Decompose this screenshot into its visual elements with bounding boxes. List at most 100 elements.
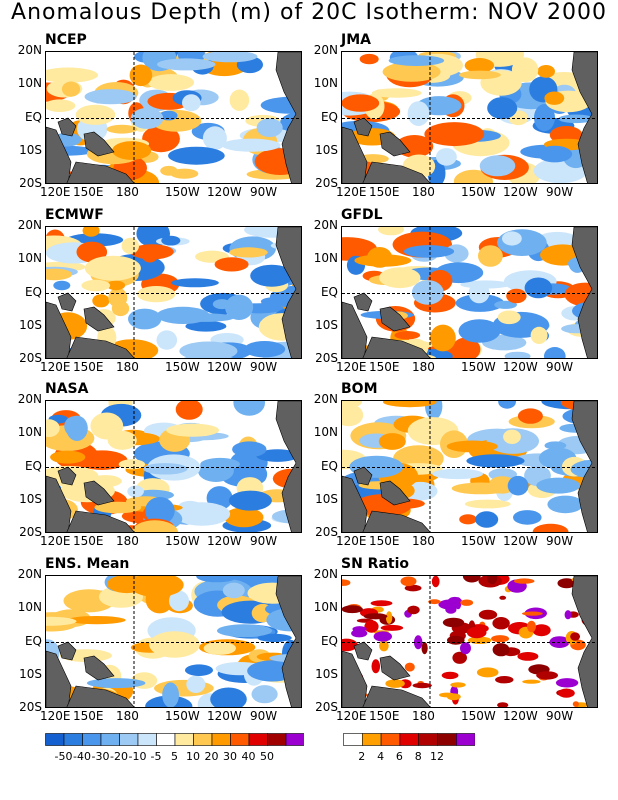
field-cell xyxy=(478,245,503,267)
land-mass xyxy=(379,306,411,332)
colorbar-swatch xyxy=(230,733,250,746)
field-cell xyxy=(370,600,393,607)
field-cell xyxy=(228,490,272,511)
panel-title: JMA xyxy=(341,32,371,48)
field-cell xyxy=(385,679,405,688)
field-cell xyxy=(175,401,203,420)
field-cell xyxy=(517,652,539,661)
colorbar-label: -20 xyxy=(110,750,128,763)
field-cell xyxy=(425,401,443,420)
field-cell xyxy=(354,254,412,267)
land-mass xyxy=(571,227,597,358)
field-cell xyxy=(558,114,594,124)
field-cell xyxy=(364,620,379,633)
colorbar-label: -40 xyxy=(73,750,91,763)
field-cell xyxy=(166,423,219,437)
land-mass xyxy=(275,401,301,532)
field-cell xyxy=(532,624,551,637)
map-jma xyxy=(341,51,598,184)
field-cell xyxy=(136,286,176,303)
field-cell xyxy=(412,682,432,689)
field-cell xyxy=(394,331,421,340)
land-mass xyxy=(362,336,431,358)
lon-tick-label: 150E xyxy=(73,534,104,548)
field-cell xyxy=(502,231,522,246)
field-cell xyxy=(159,110,178,121)
field-cell xyxy=(342,94,380,112)
lon-tick-label: 120W xyxy=(207,360,242,374)
field-cell xyxy=(570,632,580,641)
colorbar-swatch xyxy=(248,733,268,746)
map-gfdl xyxy=(341,226,598,359)
lat-tick-label: 10S xyxy=(315,317,338,332)
field-cell xyxy=(504,351,531,358)
field-cell xyxy=(185,320,227,332)
field-cell xyxy=(438,599,461,610)
field-cell xyxy=(492,643,510,657)
lon-tick-label: 150E xyxy=(369,360,400,374)
field-cell xyxy=(214,257,249,272)
field-cell xyxy=(497,310,521,325)
panel-title: BOM xyxy=(341,381,378,397)
lon-tick-label: 120W xyxy=(207,185,242,199)
field-cell xyxy=(351,629,368,638)
field-cell xyxy=(127,485,144,498)
field-cell xyxy=(517,408,543,424)
colorbar-swatch xyxy=(119,733,139,746)
field-cell xyxy=(342,579,348,586)
field-cell xyxy=(466,626,487,639)
field-cell xyxy=(378,433,406,450)
lon-tick-label: 150E xyxy=(369,185,400,199)
field-cell xyxy=(462,576,481,583)
lon-tick-label: 120E xyxy=(40,185,71,199)
panel-title: ENS. Mean xyxy=(45,556,130,572)
field-cell xyxy=(225,294,254,320)
field-cell xyxy=(532,523,569,532)
field-cell xyxy=(460,599,474,606)
field-cell xyxy=(527,620,536,633)
field-cell xyxy=(513,510,542,525)
field-cell xyxy=(452,651,467,664)
field-cell xyxy=(459,514,477,525)
field-cell xyxy=(168,146,225,165)
land-mass xyxy=(342,301,368,358)
colorbar-label: 12 xyxy=(430,750,444,763)
lon-tick-label: 180 xyxy=(412,709,435,723)
field-cell xyxy=(82,227,100,237)
lon-tick-label: 90W xyxy=(250,185,278,199)
lon-tick-label: 150E xyxy=(369,534,400,548)
lat-tick-label: 10S xyxy=(19,317,42,332)
field-cell xyxy=(404,584,422,592)
field-cell xyxy=(143,463,188,475)
field-cell xyxy=(459,70,501,80)
field-cell xyxy=(442,617,465,628)
field-cell xyxy=(224,507,264,528)
field-cell xyxy=(359,53,379,65)
lat-tick-label: 20N xyxy=(17,43,42,57)
colorbar-label: 5 xyxy=(171,750,178,763)
field-cell xyxy=(492,617,510,630)
field-cell xyxy=(156,306,210,324)
land-mass xyxy=(571,576,597,707)
lon-tick-label: 150W xyxy=(165,709,200,723)
field-cell xyxy=(256,449,299,462)
lat-tick-label: 20S xyxy=(19,700,42,714)
field-cell xyxy=(378,227,404,236)
colorbar-swatch xyxy=(174,733,194,746)
lon-tick-label: 150E xyxy=(369,709,400,723)
colorbar-swatch xyxy=(380,733,401,746)
field-cell xyxy=(131,520,179,532)
colorbar-label: 30 xyxy=(223,750,237,763)
colorbar-label: 4 xyxy=(377,750,385,763)
land-mass xyxy=(275,52,301,183)
field-cell xyxy=(342,404,364,427)
lat-tick-label: EQ xyxy=(24,633,42,648)
field-cell xyxy=(202,52,258,63)
field-cell xyxy=(64,416,85,437)
lat-tick-label: 20N xyxy=(17,218,42,232)
lat-tick-label: 20N xyxy=(313,392,338,406)
lat-tick-label: 20S xyxy=(315,176,338,190)
field-cell xyxy=(450,682,466,688)
field-cell xyxy=(407,101,430,126)
field-cell xyxy=(50,450,86,464)
